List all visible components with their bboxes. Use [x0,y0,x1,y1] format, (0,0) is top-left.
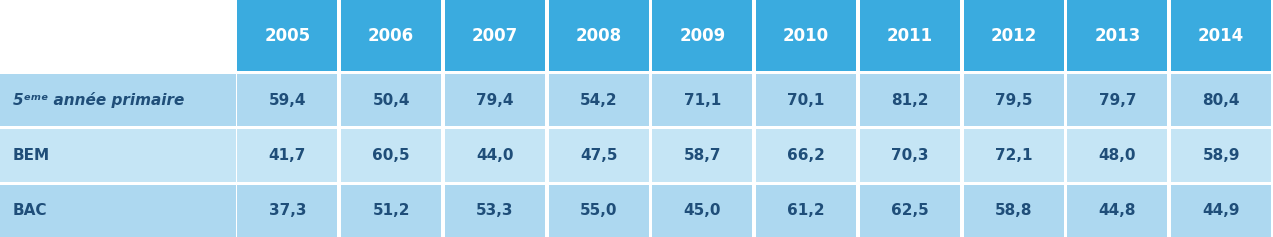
Text: BEM: BEM [13,148,50,163]
Text: 79,5: 79,5 [995,93,1032,108]
Text: 47,5: 47,5 [580,148,617,163]
Bar [1067,185,1167,237]
Bar [238,74,337,126]
Bar [652,129,752,182]
Bar [964,74,1064,126]
Bar [238,185,337,237]
Text: 71,1: 71,1 [684,93,721,108]
Bar [341,74,442,126]
Text: 2012: 2012 [990,27,1036,45]
Text: 54,2: 54,2 [579,93,617,108]
Text: 66,2: 66,2 [787,148,825,163]
Bar [446,74,545,126]
Bar [0,74,236,126]
Bar [652,74,752,126]
Bar [238,129,337,182]
Text: 2013: 2013 [1095,27,1141,45]
Text: 59,4: 59,4 [269,93,306,108]
Bar [1171,0,1270,71]
Text: 79,4: 79,4 [476,93,513,108]
Text: 53,3: 53,3 [476,203,513,218]
Text: 58,8: 58,8 [995,203,1032,218]
Bar [0,129,236,182]
Bar [1171,74,1270,126]
Bar [652,0,752,71]
Text: 2008: 2008 [575,27,621,45]
Text: 61,2: 61,2 [787,203,825,218]
Bar [1171,129,1270,182]
Text: 45,0: 45,0 [684,203,721,218]
Bar [859,185,960,237]
Bar [859,0,960,71]
Text: 70,3: 70,3 [891,148,928,163]
Text: 2009: 2009 [680,27,726,45]
Text: 2014: 2014 [1198,27,1244,45]
Bar [964,185,1064,237]
Text: 55,0: 55,0 [580,203,617,218]
Text: 58,7: 58,7 [684,148,721,163]
Bar [1067,129,1167,182]
Text: 2007: 2007 [472,27,518,45]
Text: 72,1: 72,1 [995,148,1032,163]
Bar [549,74,648,126]
Bar [1067,0,1167,71]
Bar [549,129,648,182]
Text: 2011: 2011 [887,27,933,45]
Text: 44,9: 44,9 [1203,203,1240,218]
Bar [756,129,855,182]
Bar [859,74,960,126]
Text: 81,2: 81,2 [891,93,928,108]
Bar [859,129,960,182]
Bar [964,0,1064,71]
Text: 44,0: 44,0 [476,148,513,163]
Bar [341,185,442,237]
Text: 5ᵉᵐᵉ année primaire: 5ᵉᵐᵉ année primaire [13,92,185,108]
Bar [0,185,236,237]
Text: 58,9: 58,9 [1203,148,1240,163]
Text: 2010: 2010 [783,27,829,45]
Bar [341,129,442,182]
Bar [1171,185,1270,237]
Text: 2006: 2006 [368,27,414,45]
Bar [341,0,442,71]
Text: 70,1: 70,1 [788,93,825,108]
Bar [238,0,337,71]
Text: 2005: 2005 [265,27,311,45]
Text: 51,2: 51,2 [373,203,410,218]
Text: 62,5: 62,5 [891,203,929,218]
Bar [756,74,855,126]
Text: 50,4: 50,4 [373,93,410,108]
Bar [756,0,855,71]
Bar [1067,74,1167,126]
Text: 41,7: 41,7 [269,148,306,163]
Text: 37,3: 37,3 [269,203,306,218]
Bar [756,185,855,237]
Text: 48,0: 48,0 [1099,148,1136,163]
Text: BAC: BAC [13,203,47,218]
Text: 44,8: 44,8 [1099,203,1136,218]
Text: 79,7: 79,7 [1099,93,1136,108]
Text: 80,4: 80,4 [1203,93,1240,108]
Bar [549,0,648,71]
Bar [446,185,545,237]
Bar [446,0,545,71]
Bar [549,185,648,237]
Bar [0,0,236,71]
Text: 60,5: 60,5 [372,148,410,163]
Bar [964,129,1064,182]
Bar [652,185,752,237]
Bar [446,129,545,182]
